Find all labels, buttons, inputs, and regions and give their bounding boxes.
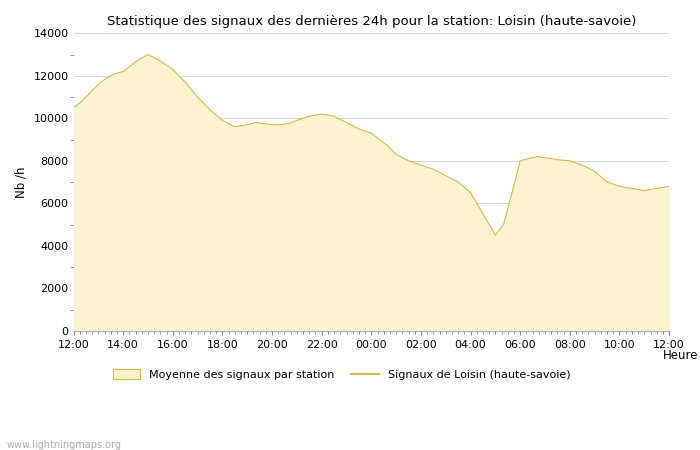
Title: Statistique des signaux des dernières 24h pour la station: Loisin (haute-savoie): Statistique des signaux des dernières 24… (106, 15, 636, 28)
Legend: Moyenne des signaux par station, Signaux de Loisin (haute-savoie): Moyenne des signaux par station, Signaux… (108, 365, 575, 385)
X-axis label: Heure: Heure (664, 349, 699, 362)
Y-axis label: Nb /h: Nb /h (15, 166, 28, 198)
Text: www.lightningmaps.org: www.lightningmaps.org (7, 440, 122, 450)
